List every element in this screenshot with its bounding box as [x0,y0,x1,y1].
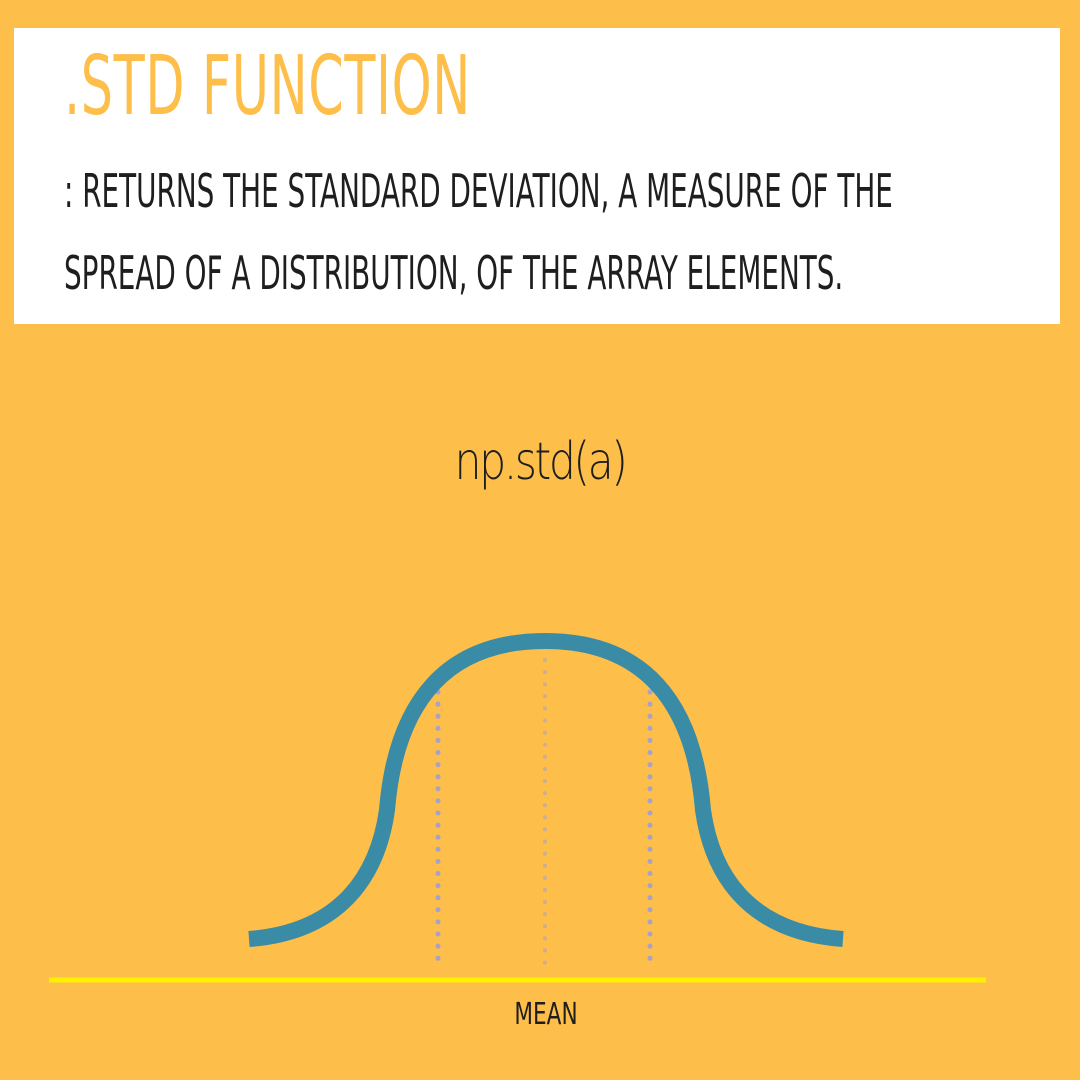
page-title: .STD FUNCTION [64,39,471,134]
function-description: : RETURNS THE STANDARD DEVIATION, A MEAS… [64,164,893,300]
header-card [14,28,1060,324]
bell-curve [248,632,844,947]
code-snippet: np.std(a) [454,432,628,492]
mean-label: MEAN [514,997,578,1032]
